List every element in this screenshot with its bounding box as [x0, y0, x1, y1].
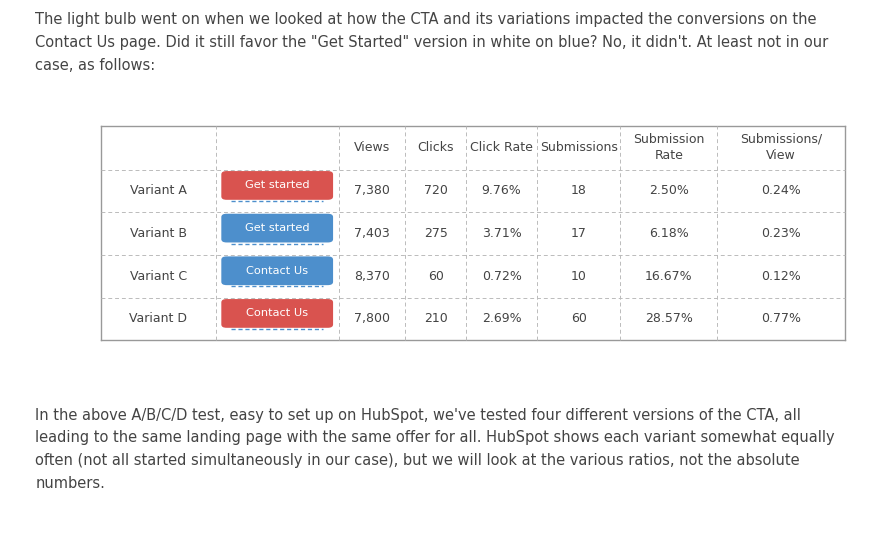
Text: Click Rate: Click Rate — [470, 141, 533, 154]
Text: Submission
Rate: Submission Rate — [633, 133, 705, 162]
Text: 10: 10 — [570, 270, 587, 283]
Text: 210: 210 — [424, 312, 447, 325]
Text: 18: 18 — [570, 184, 587, 197]
Text: 2.69%: 2.69% — [481, 312, 522, 325]
Text: Get started: Get started — [245, 181, 310, 190]
Text: 7,800: 7,800 — [354, 312, 390, 325]
Text: 9.76%: 9.76% — [481, 184, 522, 197]
Text: Variant B: Variant B — [130, 227, 187, 240]
Text: 17: 17 — [570, 227, 587, 240]
Text: 6.18%: 6.18% — [649, 227, 689, 240]
Text: 7,380: 7,380 — [354, 184, 390, 197]
Text: Variant A: Variant A — [130, 184, 187, 197]
Text: 7,403: 7,403 — [354, 227, 390, 240]
Text: Views: Views — [354, 141, 390, 154]
Text: 0.77%: 0.77% — [761, 312, 801, 325]
Text: 0.23%: 0.23% — [761, 227, 801, 240]
Text: Variant D: Variant D — [129, 312, 187, 325]
Text: 28.57%: 28.57% — [645, 312, 693, 325]
Text: Submissions/
View: Submissions/ View — [740, 133, 822, 162]
Text: Variant C: Variant C — [130, 270, 187, 283]
Text: Contact Us: Contact Us — [246, 266, 308, 276]
Text: The light bulb went on when we looked at how the CTA and its variations impacted: The light bulb went on when we looked at… — [35, 12, 828, 73]
Text: 275: 275 — [423, 227, 448, 240]
Text: 0.72%: 0.72% — [481, 270, 522, 283]
Text: 2.50%: 2.50% — [649, 184, 689, 197]
Text: 60: 60 — [570, 312, 587, 325]
Text: Get started: Get started — [245, 223, 310, 233]
Text: 8,370: 8,370 — [354, 270, 390, 283]
Text: 720: 720 — [423, 184, 448, 197]
Text: 3.71%: 3.71% — [481, 227, 522, 240]
Text: Submissions: Submissions — [539, 141, 618, 154]
Text: 0.24%: 0.24% — [761, 184, 801, 197]
Text: 60: 60 — [428, 270, 444, 283]
Text: Clicks: Clicks — [417, 141, 454, 154]
Text: In the above A/B/C/D test, easy to set up on HubSpot, we've tested four differen: In the above A/B/C/D test, easy to set u… — [35, 408, 835, 491]
Text: 16.67%: 16.67% — [645, 270, 693, 283]
Text: 0.12%: 0.12% — [761, 270, 801, 283]
Text: Contact Us: Contact Us — [246, 309, 308, 318]
